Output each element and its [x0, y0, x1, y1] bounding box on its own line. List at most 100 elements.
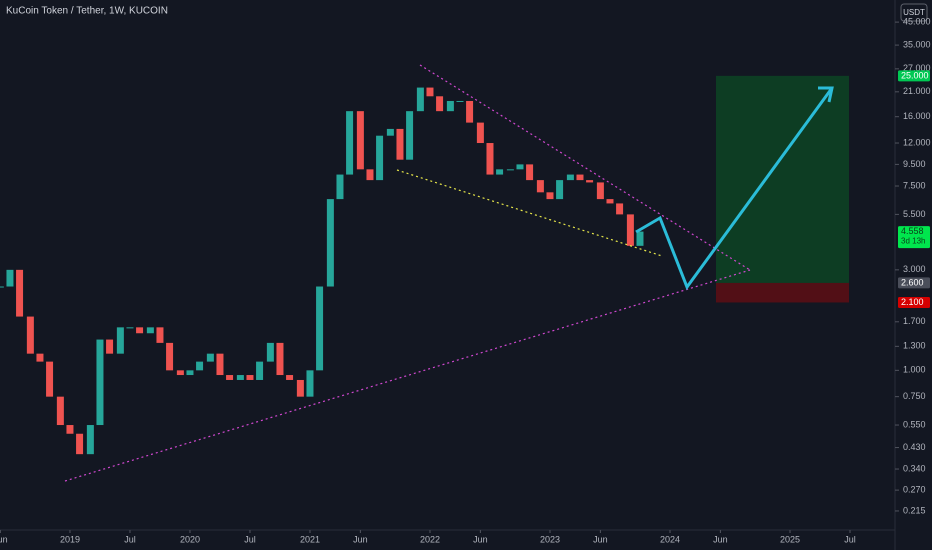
- stop-zone: [716, 282, 849, 303]
- y-tick-label: 7.500: [903, 180, 926, 190]
- candle: [286, 375, 294, 380]
- candle: [66, 425, 74, 434]
- x-tick-label: Jul: [244, 534, 256, 544]
- candle: [56, 396, 64, 426]
- candle: [96, 339, 104, 426]
- candle: [486, 143, 494, 175]
- x-tick-label: Jul: [844, 534, 856, 544]
- candle: [126, 327, 134, 329]
- candle: [526, 164, 534, 181]
- x-tick-label: Jun: [0, 534, 8, 544]
- x-tick-label: 2025: [780, 534, 800, 544]
- candle: [546, 192, 554, 200]
- candle: [626, 214, 634, 246]
- candle: [346, 111, 354, 175]
- y-tick-label: 5.500: [903, 209, 926, 219]
- zones: [716, 75, 849, 303]
- y-tick-label: 12.000: [903, 137, 931, 147]
- candle: [636, 231, 644, 246]
- candle: [106, 339, 114, 354]
- candle: [426, 87, 434, 97]
- price-tag: [898, 226, 930, 249]
- candle: [586, 180, 594, 183]
- y-tick-label: 0.550: [903, 419, 926, 429]
- candle: [476, 122, 484, 144]
- candle: [276, 342, 284, 376]
- candle: [606, 199, 614, 204]
- x-tick-label: 2021: [300, 534, 320, 544]
- candle: [576, 174, 584, 181]
- candle: [536, 180, 544, 193]
- candle: [296, 379, 304, 397]
- candle: [116, 327, 124, 354]
- candle: [516, 164, 524, 170]
- y-tick-label: 1.300: [903, 341, 926, 351]
- price-tag-label: 2.600: [901, 277, 924, 287]
- y-tick-label: 0.340: [903, 463, 926, 473]
- x-tick-label: Jun: [473, 534, 488, 544]
- candle: [0, 286, 4, 288]
- price-tag: [898, 296, 930, 308]
- y-tick-label: 0.750: [903, 391, 926, 401]
- candle: [386, 128, 394, 136]
- candle: [416, 87, 424, 112]
- candle: [196, 361, 204, 371]
- candle: [316, 286, 324, 371]
- candle: [396, 128, 404, 160]
- price-tag: [898, 277, 930, 289]
- x-tick-label: Jun: [713, 534, 728, 544]
- candle: [556, 180, 564, 200]
- currency-button[interactable]: [900, 3, 928, 22]
- candles: [0, 87, 644, 455]
- x-tick-label: 2023: [540, 534, 560, 544]
- candle: [506, 169, 514, 171]
- price-tag-label: 25.000: [901, 70, 929, 80]
- candle: [146, 327, 154, 334]
- candle: [166, 342, 174, 371]
- candle: [246, 375, 254, 380]
- candle: [336, 174, 344, 200]
- candle: [616, 203, 624, 215]
- y-tick-label: 9.500: [903, 159, 926, 169]
- y-tick-label: 0.270: [903, 484, 926, 494]
- candle: [186, 370, 194, 376]
- candle: [236, 375, 244, 380]
- chart-title: KuCoin Token / Tether, 1W, KUCOIN: [6, 6, 168, 17]
- y-tick-label: 0.430: [903, 442, 926, 452]
- price-tag-label: 2.100: [901, 297, 924, 307]
- axes: 45.000 35.000 27.000 21.000 16.000 12.000 9.50…: [0, 16, 931, 544]
- candle: [496, 169, 504, 175]
- x-tick-label: 2019: [60, 534, 80, 544]
- y-tick-label: 0.215: [903, 505, 926, 515]
- candle: [376, 135, 384, 181]
- candle: [356, 111, 364, 170]
- candle: [266, 342, 274, 362]
- candle: [36, 353, 44, 362]
- candle: [406, 111, 414, 160]
- candle: [156, 327, 164, 343]
- candle: [6, 269, 14, 287]
- currency-label[interactable]: USDT: [903, 8, 925, 17]
- y-tick-label: 16.000: [903, 111, 931, 121]
- y-tick-label: 1.700: [903, 316, 926, 326]
- candle: [466, 100, 474, 123]
- candle: [46, 361, 54, 397]
- candle: [326, 199, 334, 287]
- x-tick-label: 2024: [660, 534, 680, 544]
- y-tick-label: 35.000: [903, 39, 931, 49]
- drawings: [64, 64, 834, 482]
- candle: [566, 174, 574, 181]
- wedge-line: [396, 169, 663, 257]
- candle: [596, 182, 604, 200]
- x-tick-label: 2022: [420, 534, 440, 544]
- candle: [446, 100, 454, 112]
- projection-arrow: [635, 87, 834, 291]
- candle: [436, 96, 444, 112]
- candle: [26, 316, 34, 354]
- price-tag-note: 3d 13h: [901, 237, 925, 246]
- candle: [176, 370, 184, 376]
- candle: [216, 353, 224, 376]
